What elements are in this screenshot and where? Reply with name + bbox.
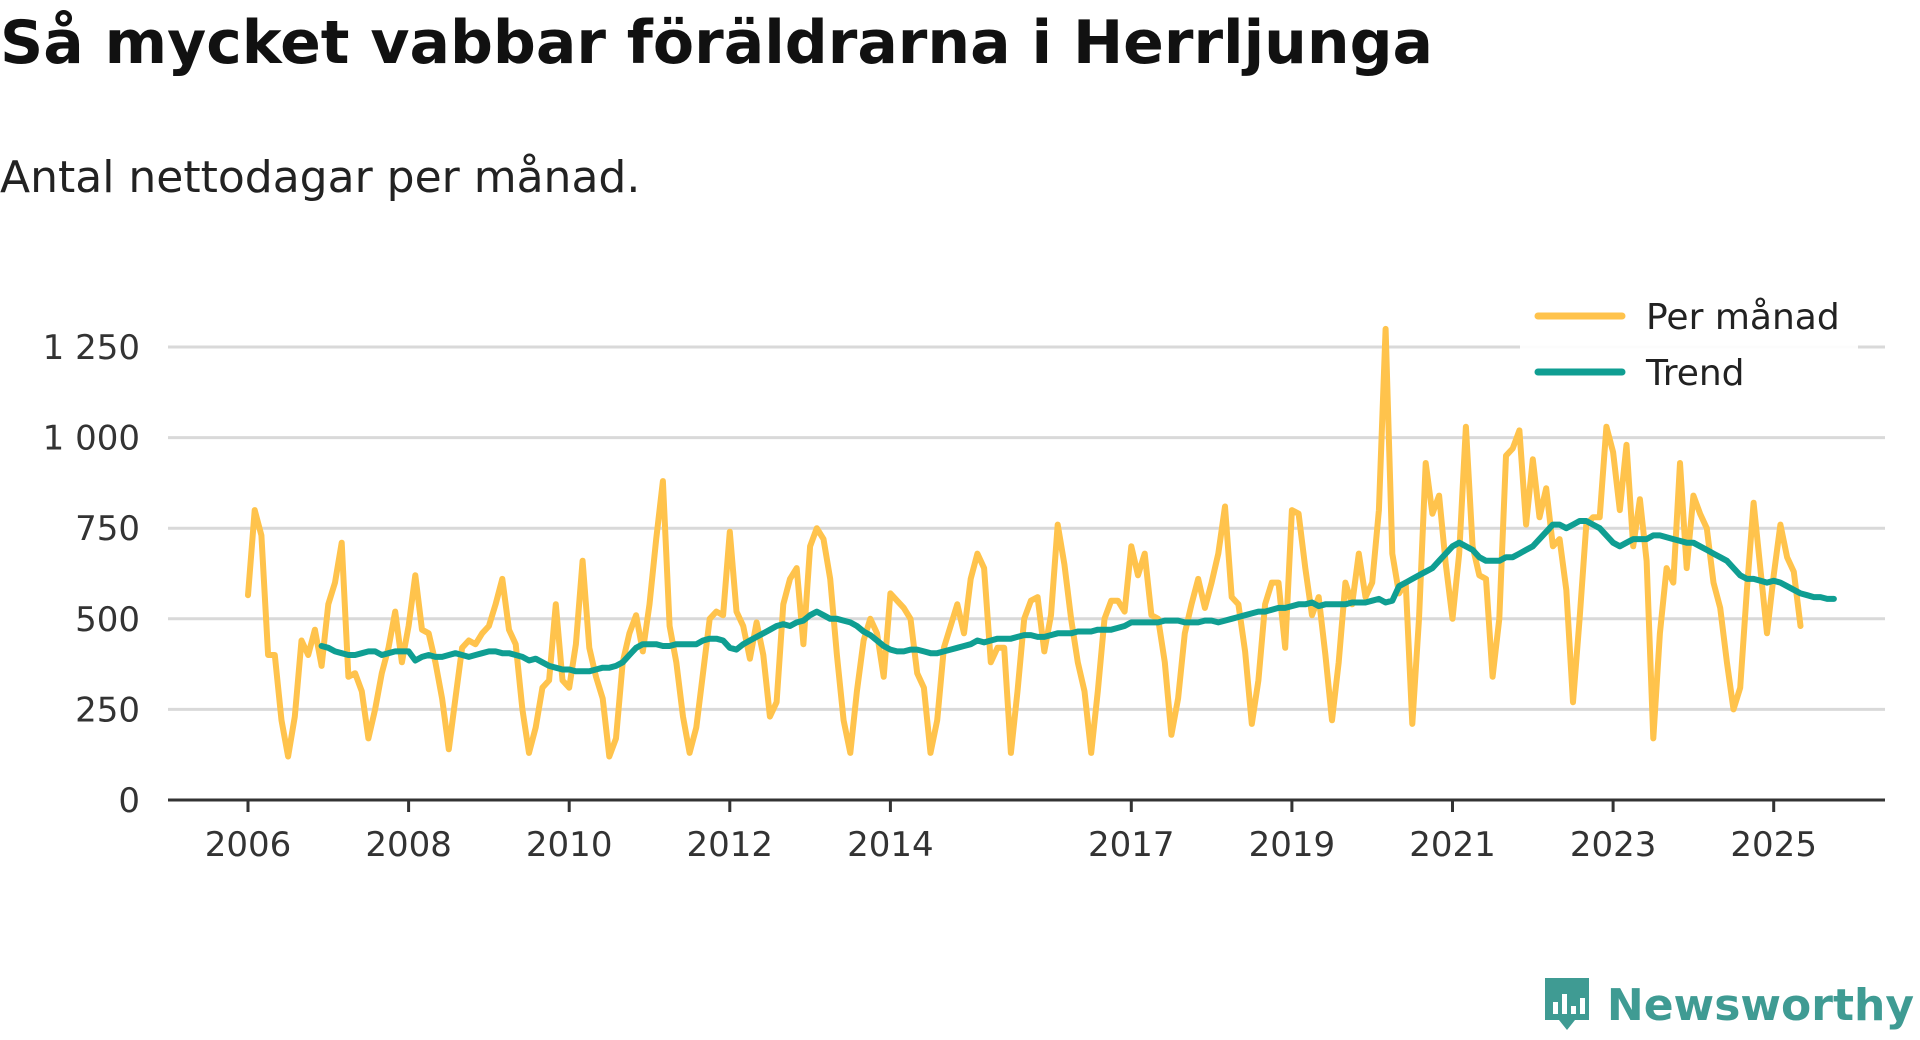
x-tick-label: 2023 — [1570, 825, 1657, 865]
brand[interactable]: Newsworthy — [1541, 976, 1914, 1034]
y-tick-label: 1 000 — [43, 419, 140, 459]
x-tick-label: 2010 — [526, 825, 613, 865]
series-line-trend — [318, 518, 1837, 675]
x-tick-label: 2019 — [1249, 825, 1336, 865]
chart-subtitle: Antal nettodagar per månad. — [0, 152, 641, 203]
y-tick-label: 500 — [75, 600, 140, 640]
x-tick-label: 2025 — [1730, 825, 1817, 865]
newsworthy-logo-icon — [1544, 978, 1589, 1030]
x-tick-label: 2012 — [687, 825, 774, 865]
x-tick-label: 2017 — [1088, 825, 1175, 865]
x-tick-label: 2021 — [1409, 825, 1496, 865]
chart-title: Så mycket vabbar föräldrarna i Herrljung… — [0, 8, 1434, 78]
x-tick-label: 2008 — [365, 825, 452, 865]
legend-label-per-manad: Per månad — [1646, 297, 1840, 338]
x-tick-label: 2006 — [205, 825, 292, 865]
y-tick-label: 750 — [75, 509, 140, 549]
y-tick-label: 0 — [118, 781, 140, 821]
brand-name: Newsworthy — [1606, 979, 1914, 1031]
x-tick-label: 2014 — [847, 825, 934, 865]
legend-box — [1520, 282, 1858, 400]
y-tick-label: 250 — [75, 690, 140, 730]
y-tick-label: 1 250 — [43, 328, 140, 368]
series-line-per-manad — [245, 325, 1804, 760]
legend-label-trend: Trend — [1645, 353, 1745, 394]
